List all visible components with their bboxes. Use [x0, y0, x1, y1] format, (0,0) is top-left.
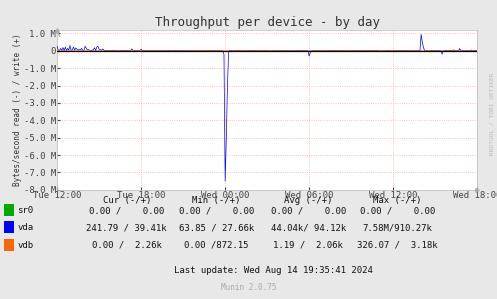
Text: 0.00 /    0.00: 0.00 / 0.00 — [178, 206, 254, 215]
Text: 0.00 /    0.00: 0.00 / 0.00 — [360, 206, 435, 215]
Text: Max (-/+): Max (-/+) — [373, 196, 422, 205]
Y-axis label: Bytes/second read (-) / write (+): Bytes/second read (-) / write (+) — [13, 33, 22, 186]
Text: vdb: vdb — [17, 241, 33, 250]
Text: vda: vda — [17, 223, 33, 232]
Text: Last update: Wed Aug 14 19:35:41 2024: Last update: Wed Aug 14 19:35:41 2024 — [174, 266, 373, 275]
Text: Munin 2.0.75: Munin 2.0.75 — [221, 283, 276, 292]
Text: 7.58M/910.27k: 7.58M/910.27k — [363, 223, 432, 232]
Text: Cur (-/+): Cur (-/+) — [102, 196, 151, 205]
Text: 0.00 /  2.26k: 0.00 / 2.26k — [92, 241, 162, 250]
Text: sr0: sr0 — [17, 206, 33, 215]
Text: 0.00 /872.15: 0.00 /872.15 — [184, 241, 248, 250]
Text: 1.19 /  2.06k: 1.19 / 2.06k — [273, 241, 343, 250]
Text: Min (-/+): Min (-/+) — [192, 196, 241, 205]
Text: RRDTOOL / TOBI OETIKER: RRDTOOL / TOBI OETIKER — [490, 72, 495, 155]
Title: Throughput per device - by day: Throughput per device - by day — [155, 16, 380, 29]
Text: 44.04k/ 94.12k: 44.04k/ 94.12k — [270, 223, 346, 232]
Text: 0.00 /    0.00: 0.00 / 0.00 — [89, 206, 165, 215]
Text: 63.85 / 27.66k: 63.85 / 27.66k — [178, 223, 254, 232]
Text: 0.00 /    0.00: 0.00 / 0.00 — [270, 206, 346, 215]
Text: 241.79 / 39.41k: 241.79 / 39.41k — [86, 223, 167, 232]
Text: 326.07 /  3.18k: 326.07 / 3.18k — [357, 241, 438, 250]
Text: Avg (-/+): Avg (-/+) — [284, 196, 332, 205]
